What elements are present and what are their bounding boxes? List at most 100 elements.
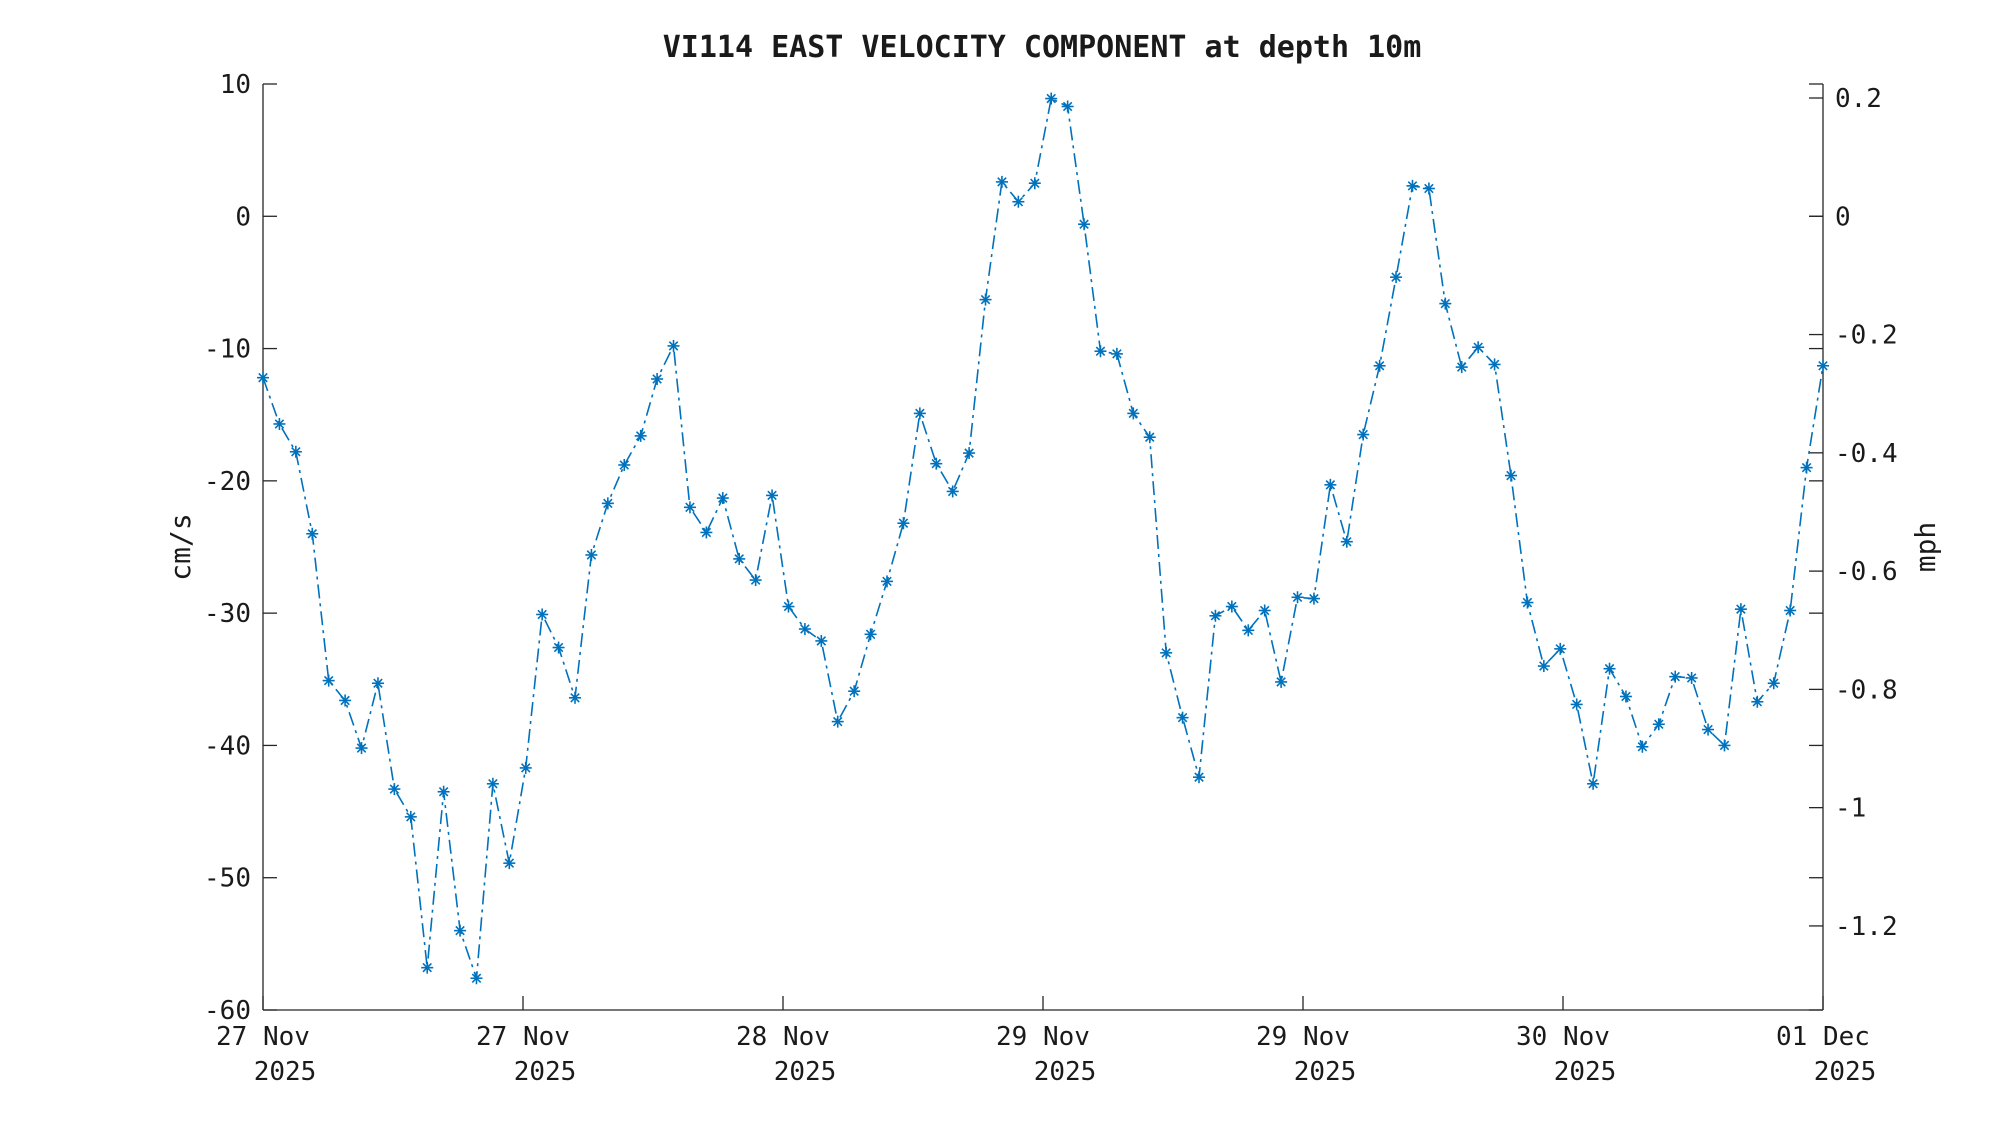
data-point-marker [552,641,565,654]
data-point-marker [1734,603,1747,616]
data-point-marker [749,574,762,587]
data-point-marker [1603,662,1616,675]
data-point-marker [1685,671,1698,684]
data-point-marker [1455,361,1468,374]
data-point-marker [289,445,302,458]
x-tick-label-date: 30 Nov [1516,1022,1610,1052]
data-point-marker [519,761,532,774]
data-point-marker [1619,690,1632,703]
series-group [257,92,1829,985]
data-point-marker [1160,646,1173,659]
data-point-marker [1406,179,1419,192]
data-point-marker [339,694,352,707]
data-point-marker [1669,670,1682,683]
data-point-marker [1193,771,1205,784]
data-point-marker [782,600,795,613]
data-point-marker [421,961,434,974]
data-point-marker [322,674,335,687]
data-point-marker [1784,604,1797,617]
data-point-marker [1209,609,1222,622]
data-point-marker [1521,596,1534,609]
right-y-ticks: 0.2 0 -0.2 -0.4 -0.6 -0.8 -1 -1.2 [1809,84,1898,942]
data-point-marker [470,972,483,985]
data-point-marker [733,552,746,565]
data-point-marker [716,492,729,505]
data-point-marker [1422,182,1435,195]
data-point-marker [1061,100,1074,113]
data-point-marker [864,628,877,641]
data-point-marker [798,623,811,636]
data-point-marker [536,608,549,621]
x-tick-label-date: 27 Nov [216,1022,310,1052]
data-point-marker [404,810,417,823]
right-y-tick-label: -1.2 [1835,912,1898,942]
x-tick-label-date: 28 Nov [736,1022,830,1052]
data-point-marker [569,691,581,704]
data-point-marker [1143,431,1156,444]
data-point-marker [1537,660,1550,673]
data-point-marker [306,527,319,540]
data-point-marker [1242,624,1255,637]
x-tick-label-year: 2025 [514,1057,577,1087]
data-point-marker [1307,592,1320,605]
right-y-tick-label: 0 [1835,202,1851,232]
left-y-tick-label: 10 [220,70,251,100]
data-point-marker [1652,718,1665,731]
left-y-tick-label: -60 [204,996,251,1026]
data-point-marker [388,783,401,796]
data-point-marker [437,785,450,798]
data-point-marker [1275,675,1288,688]
x-tick-label-year: 2025 [774,1057,837,1087]
data-point-marker [1472,341,1485,354]
right-y-tick-label: 0.2 [1835,84,1882,114]
data-point-marker [371,677,384,690]
data-point-marker [1488,358,1501,371]
y-axis-label: cm/s [164,513,197,580]
data-point-marker [848,685,861,698]
data-point-marker [1258,604,1271,617]
data-point-marker [1176,711,1189,724]
data-point-marker [897,517,910,530]
data-point-marker [1505,469,1517,482]
data-point-marker [273,417,286,430]
data-point-marker [881,575,893,588]
plot-axes [262,84,1824,1011]
x-tick-label-year: 2025 [1554,1057,1617,1087]
data-point-marker [995,175,1008,188]
data-point-marker [1767,677,1780,690]
x-tick-label-year: 2025 [254,1057,317,1087]
data-point-marker [1340,535,1353,548]
data-point-marker [503,857,516,870]
data-point-marker [1291,591,1304,604]
data-point-marker [1718,739,1731,752]
data-point-marker [1078,218,1091,231]
data-point-marker [667,339,680,352]
data-point-marker [601,497,614,510]
x-tick-label-date: 29 Nov [996,1022,1090,1052]
left-y-tick-label: 0 [235,202,251,232]
left-y-tick-label: -30 [204,599,251,629]
data-point-marker [766,489,779,502]
x-tick-label-year: 2025 [1034,1057,1097,1087]
right-y-tick-label: -0.2 [1835,321,1898,351]
left-y-ticks: 10 0 -10 -20 -30 -40 -50 -60 [204,70,1823,1026]
data-point-marker [257,371,269,384]
data-point-marker [700,526,713,539]
right-y-tick-label: -1 [1835,794,1866,824]
data-point-marker [651,372,664,385]
data-point-marker [946,485,959,498]
data-point-marker [1127,407,1140,420]
data-point-marker [1324,478,1337,491]
x-ticks: 27 Nov 2025 27 Nov 2025 28 Nov 2025 29 Nov 2025… [216,996,1876,1087]
data-point-marker [634,429,647,442]
data-point-marker [1751,695,1764,708]
left-y-tick-label: -20 [204,467,251,497]
data-point-marker [1702,723,1715,736]
data-point-marker [1570,698,1583,711]
data-point-marker [355,742,368,755]
data-point-marker [930,457,943,470]
data-point-marker [1110,347,1123,360]
data-point-marker [1800,461,1813,474]
series-line [262,97,1824,979]
